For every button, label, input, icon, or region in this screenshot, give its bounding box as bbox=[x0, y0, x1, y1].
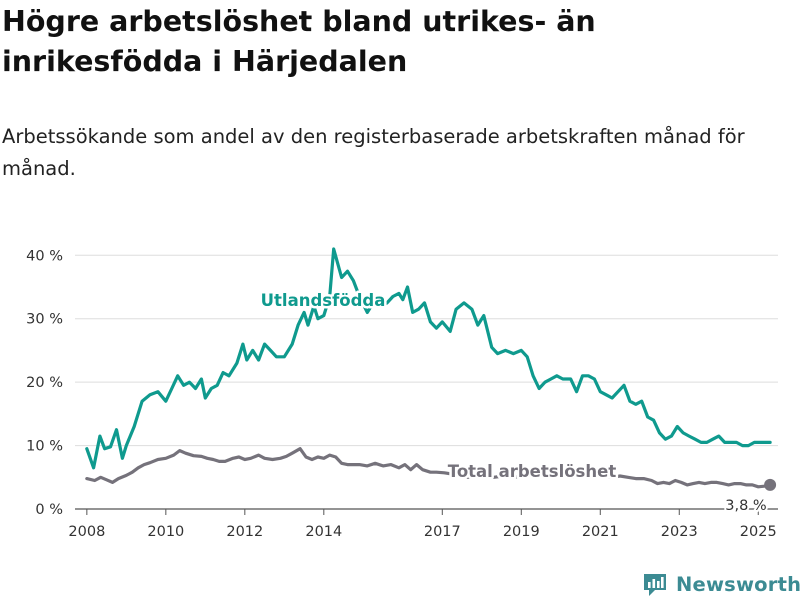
series-lines bbox=[85, 247, 777, 491]
series-labels: Utlandsfödda Total arbetslöshet 3,8 % bbox=[258, 289, 769, 517]
x-tick-label: 2025 bbox=[740, 524, 777, 540]
x-tick-label: 2008 bbox=[68, 524, 105, 540]
chart-title: Högre arbetslöshet bland utrikes- än inr… bbox=[2, 5, 596, 78]
y-axis-ticks: 0 % 10 % 20 % 30 % 40 % bbox=[26, 248, 63, 518]
x-axis-ticks: 2008 2010 2012 2014 2017 2019 2021 2023 2025 bbox=[68, 509, 777, 540]
x-tick-label: 2023 bbox=[661, 524, 698, 540]
x-tick-label: 2017 bbox=[424, 524, 461, 540]
series-label-utlandsfodda: Utlandsfödda bbox=[261, 291, 386, 310]
newsworthy-logo: Newsworthy bbox=[642, 568, 800, 600]
y-tick-label: 40 % bbox=[26, 248, 63, 264]
x-tick-label: 2021 bbox=[582, 524, 619, 540]
y-tick-label: 30 % bbox=[26, 312, 63, 328]
x-tick-label: 2010 bbox=[147, 524, 184, 540]
y-tick-label: 10 % bbox=[26, 439, 63, 455]
bar-chart-icon bbox=[644, 574, 666, 596]
gridlines bbox=[75, 254, 778, 510]
x-tick-label: 2012 bbox=[226, 524, 263, 540]
series-line-utlandsfodda bbox=[85, 247, 772, 470]
x-tick-label: 2019 bbox=[503, 524, 540, 540]
line-chart: 0 % 10 % 20 % 30 % 40 % 2008 2010 2012 2014 2017… bbox=[26, 247, 778, 540]
y-tick-label: 0 % bbox=[35, 502, 63, 518]
brand-name: Newsworthy bbox=[676, 572, 800, 596]
x-tick-label: 2014 bbox=[305, 524, 342, 540]
y-tick-label: 20 % bbox=[26, 375, 63, 391]
series-line-total bbox=[85, 447, 772, 489]
chart-subtitle: Arbetssökande som andel av den registerb… bbox=[2, 125, 745, 180]
series-label-total: Total arbetslöshet bbox=[448, 462, 617, 481]
last-value-label: 3,8 % bbox=[725, 498, 766, 514]
last-value-marker bbox=[764, 478, 777, 491]
